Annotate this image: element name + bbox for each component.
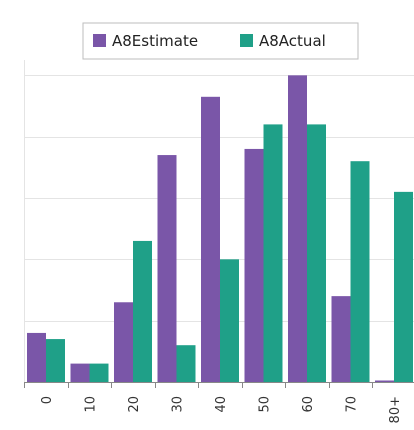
x-tick-label: 60 bbox=[301, 396, 316, 413]
bars bbox=[27, 75, 413, 383]
legend-swatch-estimate bbox=[93, 34, 106, 47]
bar-a8estimate-80+ bbox=[375, 380, 394, 382]
bar-a8actual-60 bbox=[307, 124, 326, 383]
bar-a8actual-10 bbox=[89, 363, 109, 382]
legend: A8Estimate A8Actual bbox=[82, 22, 359, 60]
x-tick-label: 10 bbox=[84, 396, 99, 413]
x-tick-label: 80+ bbox=[388, 396, 403, 423]
bar-a8actual-40 bbox=[220, 259, 239, 382]
x-tick-label: 30 bbox=[171, 396, 186, 413]
bar-a8actual-70 bbox=[350, 161, 370, 382]
legend-swatch-actual bbox=[240, 34, 253, 47]
x-axis: 0 10 20 30 40 50 60 70 80+ bbox=[24, 382, 414, 423]
bar-a8actual-20 bbox=[133, 240, 152, 382]
bar-a8estimate-10 bbox=[70, 363, 90, 382]
bar-a8estimate-70 bbox=[331, 296, 351, 382]
bar-a8actual-50 bbox=[263, 124, 283, 383]
bar-a8estimate-40 bbox=[201, 96, 220, 383]
bar-a8actual-80+ bbox=[394, 191, 413, 382]
legend-label-estimate: A8Estimate bbox=[112, 32, 198, 50]
legend-label-actual: A8Actual bbox=[259, 32, 326, 50]
bar-a8estimate-20 bbox=[114, 302, 133, 382]
bar-a8estimate-0 bbox=[27, 332, 46, 382]
bar-a8estimate-50 bbox=[244, 148, 264, 382]
bar-a8actual-30 bbox=[176, 345, 196, 382]
x-tick-label: 20 bbox=[127, 396, 142, 413]
x-tick-label: 50 bbox=[258, 396, 273, 413]
x-tick-label: 40 bbox=[214, 396, 229, 413]
bar-a8estimate-60 bbox=[288, 75, 307, 382]
bar-a8actual-0 bbox=[46, 339, 65, 382]
legend-border bbox=[82, 22, 359, 60]
x-tick-label: 70 bbox=[345, 396, 360, 413]
bar-a8estimate-30 bbox=[157, 155, 177, 382]
x-tick-label: 0 bbox=[40, 396, 55, 404]
